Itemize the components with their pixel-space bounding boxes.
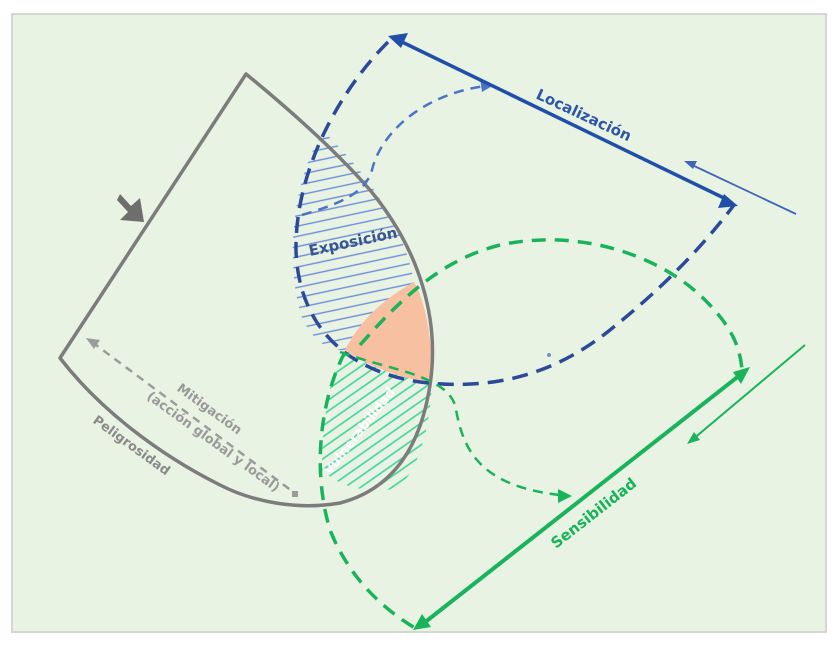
risk-core-region <box>345 282 433 383</box>
localization-arrowhead-end-icon <box>718 194 738 208</box>
localization-thin-arrow <box>689 163 797 215</box>
sensitivity-petal-outline <box>358 238 744 371</box>
sensitivity-lower-petal-outline <box>318 351 416 630</box>
hazard-drop-outline <box>58 72 435 508</box>
sensitivity-thin-arrow <box>691 344 806 441</box>
hazard-input-arrow-icon <box>117 194 144 222</box>
sensitivity-arrowhead-end-icon <box>733 367 750 384</box>
sensitivity-arrowhead-start-icon <box>413 614 431 630</box>
center-dot-marker <box>547 353 551 357</box>
sensitivity-inner-arrowhead-icon <box>558 489 572 503</box>
exposure-inner-dashed-arrow <box>301 84 486 217</box>
localization-arrowhead-start-icon <box>388 33 408 48</box>
sensitivity-inner-dashed-arrow <box>339 350 561 497</box>
localization-thin-arrowhead-icon <box>684 161 697 169</box>
mitigation-endpoint <box>292 491 298 497</box>
sensitivity-thin-arrowhead-icon <box>687 432 700 444</box>
mitigation-dashed-arrow <box>91 340 297 496</box>
sensitivity-arrow <box>422 373 742 625</box>
exposure-hatch-region <box>292 132 414 351</box>
localization-arrow <box>401 40 729 202</box>
mitigation-arrowhead-icon <box>86 338 100 349</box>
exposure-petal-outline <box>294 40 736 387</box>
